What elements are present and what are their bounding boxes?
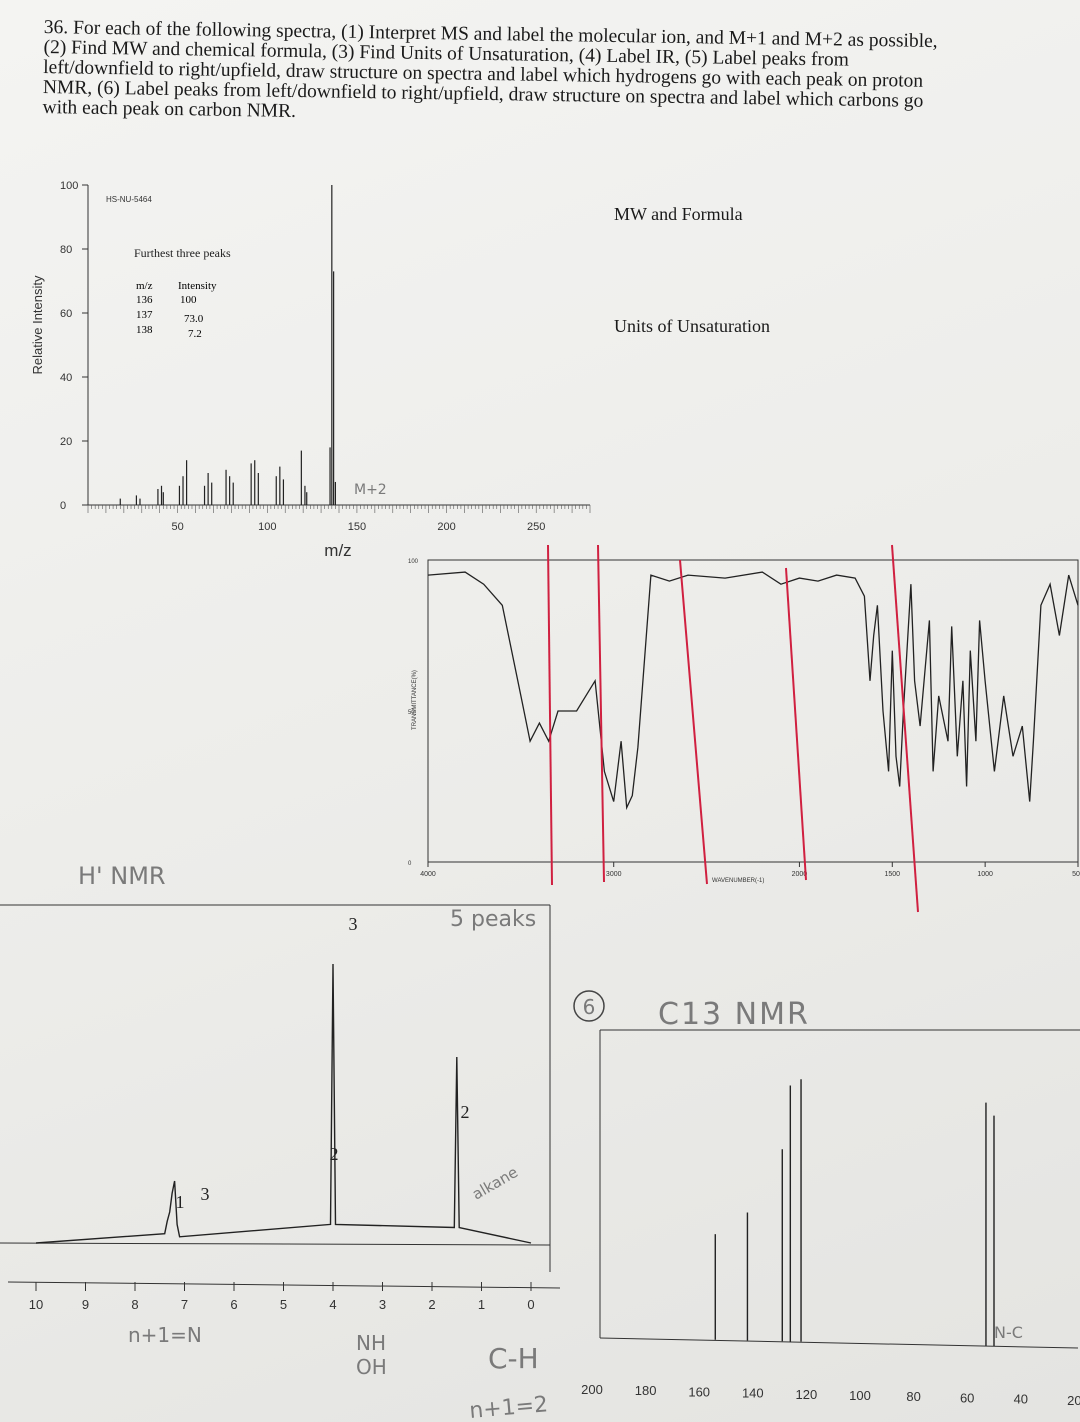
ir-y-axis-label: TRANSMITTANCE(%) bbox=[412, 670, 418, 730]
ms-table-header-intensity: Intensity bbox=[178, 280, 217, 292]
ms-x-tick-label: 150 bbox=[348, 521, 366, 533]
cnmr-x-tick-label: 140 bbox=[742, 1386, 764, 1401]
ir-y-tick-label: 50 bbox=[408, 710, 415, 716]
ir-trace bbox=[427, 571, 1079, 811]
ir-x-tick-label: 1000 bbox=[977, 871, 993, 878]
ms-m2-annotation: M+2 bbox=[354, 482, 387, 498]
ms-x-axis-label: m/z bbox=[324, 541, 351, 560]
ms-row-1-mz: 136 bbox=[136, 294, 153, 306]
ir-y-tick-label: 0 bbox=[408, 861, 412, 867]
hnmr-x-tick-label: 2 bbox=[428, 1297, 435, 1312]
ir-y-tick-label: 100 bbox=[408, 559, 419, 565]
ir-red-marker bbox=[891, 544, 919, 913]
cnmr-circle-number: 6 bbox=[583, 995, 596, 1019]
cnmr-x-tick-label: 160 bbox=[688, 1384, 710, 1399]
hnmr-integration: 1 bbox=[176, 1192, 185, 1212]
hnmr-x-tick-label: 10 bbox=[29, 1297, 43, 1312]
cnmr-x-tick-label: 120 bbox=[796, 1387, 818, 1402]
ir-x-tick-label: 4000 bbox=[420, 871, 436, 878]
cnmr-x-tick-label: 60 bbox=[960, 1390, 974, 1405]
ir-x-axis-label: WAVENUMBER(-1) bbox=[712, 878, 764, 884]
ir-x-tick-label: 1500 bbox=[884, 871, 900, 878]
ir-x-tick-label: 3000 bbox=[606, 871, 622, 878]
hnmr-baseline-frame bbox=[0, 1242, 551, 1246]
units-unsaturation-label: Units of Unsaturation bbox=[614, 316, 770, 336]
ms-x-tick-label: 250 bbox=[527, 521, 545, 533]
ms-row-2-mz: 137 bbox=[136, 309, 153, 321]
hnmr-handwritten-note: NH bbox=[356, 1331, 386, 1355]
hnmr-x-tick-label: 1 bbox=[478, 1297, 485, 1312]
hnmr-handwritten-note: n+1=2 bbox=[468, 1392, 549, 1422]
hnmr-integration: 3 bbox=[349, 914, 358, 934]
hnmr-x-tick-label: 6 bbox=[230, 1297, 237, 1312]
ir-x-tick-label: 2000 bbox=[792, 871, 808, 878]
hnmr-integration: 2 bbox=[461, 1102, 470, 1122]
ms-x-tick-label: 200 bbox=[437, 521, 455, 533]
hnmr-x-tick-label: 3 bbox=[379, 1297, 386, 1312]
ir-red-marker bbox=[785, 567, 807, 881]
ms-y-tick-label: 80 bbox=[60, 244, 72, 256]
hnmr-title: H' NMR bbox=[78, 862, 166, 890]
hnmr-integration: 2 bbox=[330, 1144, 339, 1164]
ms-x-tick-label: 100 bbox=[258, 521, 276, 533]
ms-y-tick-label: 40 bbox=[60, 372, 72, 384]
circle-6-mark bbox=[573, 990, 605, 1022]
cnmr-x-tick-label: 40 bbox=[1014, 1392, 1028, 1407]
ir-red-marker bbox=[679, 559, 708, 885]
cnmr-x-tick-label: 200 bbox=[581, 1382, 603, 1397]
ir-red-marker bbox=[547, 544, 553, 886]
ms-row-3-int: 7.2 bbox=[188, 328, 202, 340]
ms-x-tick-label: 50 bbox=[172, 521, 184, 533]
ir-frame bbox=[427, 559, 1079, 863]
cnmr-x-tick-label: 180 bbox=[635, 1383, 657, 1398]
ms-table-header-mz: m/z bbox=[136, 280, 153, 292]
hnmr-handwritten-note: n+1=N bbox=[128, 1323, 202, 1347]
hnmr-handwritten-note: 5 peaks bbox=[450, 907, 536, 932]
ms-y-tick-label: 0 bbox=[60, 500, 66, 512]
ms-row-3-mz: 138 bbox=[136, 324, 153, 336]
cnmr-baseline bbox=[599, 1337, 1079, 1349]
ir-red-marker bbox=[597, 544, 605, 883]
hnmr-integration: 3 bbox=[201, 1184, 210, 1204]
cnmr-x-tick-label: 20 bbox=[1067, 1393, 1080, 1408]
hnmr-handwritten-note: OH bbox=[356, 1355, 387, 1379]
ir-x-tick-label: 500 bbox=[1072, 871, 1080, 878]
hnmr-x-tick-label: 5 bbox=[280, 1297, 287, 1312]
hnmr-trace bbox=[35, 963, 532, 1244]
ms-y-axis-label: Relative Intensity bbox=[30, 275, 45, 374]
ms-code: HS-NU-5464 bbox=[106, 195, 152, 204]
ms-row-2-int: 73.0 bbox=[184, 313, 204, 325]
hnmr-x-tick-label: 9 bbox=[82, 1297, 89, 1312]
cnmr-x-tick-label: 80 bbox=[906, 1389, 920, 1404]
ms-y-tick-label: 100 bbox=[60, 180, 78, 192]
ms-y-tick-label: 60 bbox=[60, 308, 72, 320]
cnmr-note: N-C bbox=[994, 1323, 1023, 1342]
ms-table-title: Furthest three peaks bbox=[134, 246, 231, 260]
mw-formula-label: MW and Formula bbox=[614, 204, 743, 224]
hnmr-handwritten-note: C-H bbox=[488, 1342, 539, 1375]
hnmr-x-tick-label: 7 bbox=[181, 1297, 188, 1312]
hnmr-x-tick-label: 0 bbox=[527, 1297, 534, 1312]
cnmr-title: C13 NMR bbox=[658, 997, 810, 1032]
hnmr-x-tick-label: 8 bbox=[131, 1297, 138, 1312]
ms-row-1-int: 100 bbox=[180, 294, 197, 306]
cnmr-x-tick-label: 100 bbox=[849, 1388, 871, 1403]
hnmr-x-tick-label: 4 bbox=[329, 1297, 336, 1312]
ms-y-tick-label: 20 bbox=[60, 436, 72, 448]
